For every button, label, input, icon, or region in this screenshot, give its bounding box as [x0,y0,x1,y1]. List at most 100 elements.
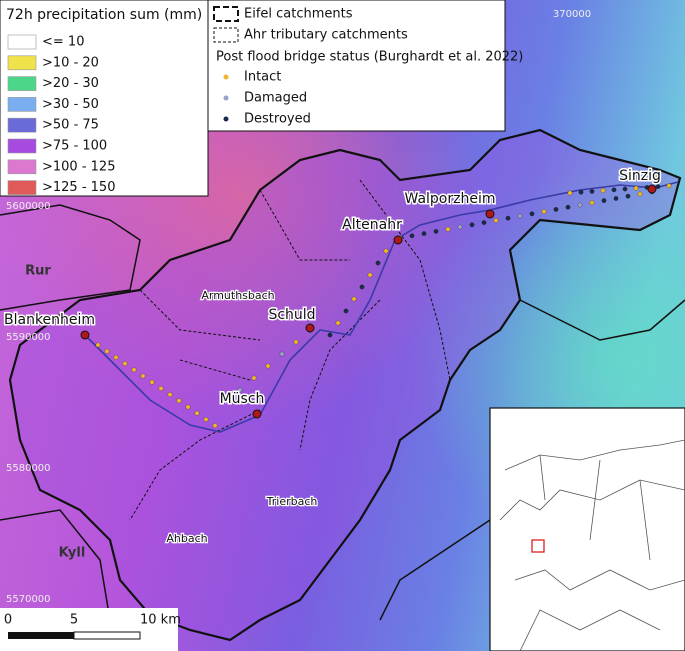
place-label: Sinzig [619,168,661,184]
scale-label: 0 [4,613,12,628]
legend-label: >100 - 125 [42,159,115,174]
bridge-legend [207,0,506,132]
bridge [493,218,499,223]
eifel-symbol [213,6,239,22]
place-label: Kyll [59,546,86,561]
legend-swatch [7,34,37,50]
legend-label: >20 - 30 [42,76,99,91]
bridge [185,404,191,410]
bridge [140,373,146,379]
bridge [335,320,341,326]
bridge [293,339,299,345]
tributary-symbol [213,27,239,43]
bridge [375,260,381,266]
bridge [655,184,661,189]
bridge [212,423,218,428]
legend-swatch [7,180,37,195]
scale-label: 10 km [140,613,181,628]
place-label: Altenahr [342,217,402,233]
legend-label: Intact [244,70,281,85]
bridge [203,417,209,422]
inset-border [539,454,651,561]
bridge [113,355,119,360]
bridge-symbol [223,116,229,122]
bridge [359,284,365,290]
place-label: Ahbach [166,532,207,545]
bridge [666,183,672,189]
legend-swatch [7,138,37,154]
scale-bar-box [0,608,178,651]
inset-border [519,609,661,651]
bridge [633,185,639,191]
town [80,330,90,340]
place-label: Rur [25,264,51,279]
bridge [625,193,631,199]
inset-border [504,439,685,471]
inset-locator [531,539,545,553]
bridge [600,188,606,193]
inset-borders [499,439,685,651]
bridge-legend-items: Intact Damaged Destroyed [223,70,311,127]
bridge [158,386,164,391]
place-label: Müsch [220,391,265,407]
bridge [104,348,110,354]
legend-label: >10 - 20 [42,55,99,70]
legend-label: >30 - 50 [42,97,99,112]
bridge [367,272,373,278]
bridge [445,226,451,232]
catchment-line [0,204,141,311]
place-label: Armuthsbach [201,289,274,302]
bridge [481,220,487,225]
town [305,323,315,333]
bridge [613,196,619,201]
legend-item: Eifel catchments [244,7,353,22]
bridge [541,209,547,214]
place-label: Blankenheim [4,312,95,328]
bridge [433,229,439,234]
bridge [505,215,511,221]
tributary-boundaries [129,179,451,521]
legend-label: <= 10 [42,35,84,50]
bridge [637,191,643,197]
scale-label: 5 [70,613,78,628]
legend-swatch [7,76,37,91]
bridge [409,233,415,239]
towns [80,184,657,419]
bridge [351,296,357,302]
bridge [565,204,571,210]
place-label: Walporzheim [405,191,496,207]
bridge [421,231,427,236]
bridge [589,189,595,194]
place-label: Schuld [268,307,315,323]
x-coordinate-label: 370000 [553,9,591,20]
bridge [149,379,155,385]
bridge [383,248,389,254]
bridge [122,361,128,366]
y-coordinate-label: 5580000 [6,463,51,474]
bridge [601,198,607,203]
bridge [265,363,271,369]
bridge [622,186,628,192]
bridge [529,211,535,217]
bridge-symbol [223,74,229,80]
bridge [611,187,617,193]
y-coordinate-label: 5600000 [6,201,51,212]
town [485,209,495,219]
bridge [567,190,573,196]
scale-segment [73,631,141,640]
inset-border [514,569,685,591]
bridge [343,308,349,314]
legend-classes: <= 10 >10 - 20 >20 - 30 >30 - 50 >50 - 75 >75… [7,34,115,195]
bridge [95,342,101,348]
bridge [577,202,583,208]
bridge [457,224,463,230]
bridge [279,351,285,357]
town [647,184,657,194]
bridge [327,332,333,338]
legend-title: 72h precipitation sum (mm) [6,7,202,23]
bridge [251,375,257,381]
catchment-line [379,519,491,621]
place-label: Trierbach [266,495,318,508]
town [252,409,262,419]
